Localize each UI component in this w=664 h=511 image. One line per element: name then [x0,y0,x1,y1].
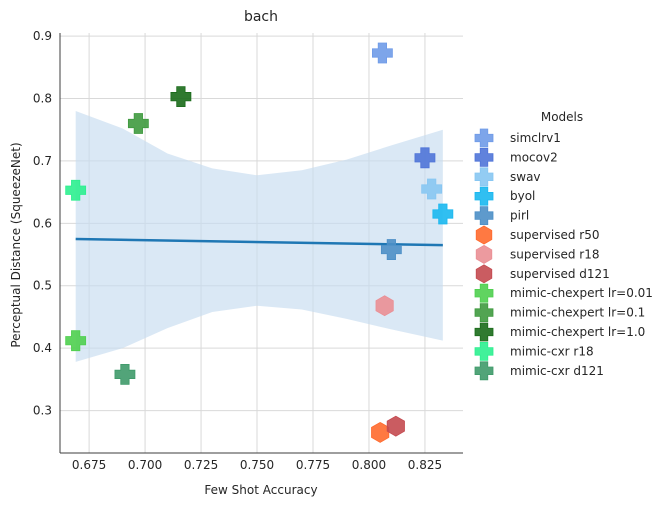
data-point [414,147,436,169]
legend-label: swav [510,170,541,184]
legend-label: supervised r18 [510,247,600,261]
y-axis-label: Perceptual Distance (SqueezeNet) [9,142,23,347]
legend-item: swav [474,167,541,187]
y-tick-label: 0.4 [33,341,52,355]
legend-items: simclrv1 mocov2 swav byol pirl supervised r50… [474,128,653,381]
x-tick-label: 0.750 [240,458,274,472]
legend-item: supervised d121 [475,264,610,284]
x-tick-label: 0.800 [352,458,386,472]
y-tick-label: 0.3 [33,404,52,418]
regression-line-group [75,237,443,247]
legend-marker [474,361,494,381]
data-point [114,363,136,385]
legend-item: mimic-cxr r18 [474,341,594,361]
x-tick-label: 0.825 [408,458,442,472]
data-point [386,415,405,437]
legend-label: mimic-cxr r18 [510,344,594,358]
legend-marker [474,322,494,342]
legend-item: pirl [474,206,529,226]
legend-label: byol [510,189,535,203]
legend-label: pirl [510,209,529,223]
legend-item: supervised r18 [475,244,600,264]
legend-label: mimic-cxr d121 [510,364,604,378]
data-points [65,42,454,443]
legend-marker [475,264,493,284]
data-point [432,203,454,225]
legend-item: mimic-cxr d121 [474,361,604,381]
x-tick-label: 0.775 [296,458,330,472]
legend-label: supervised r50 [510,228,600,242]
data-point [127,113,149,134]
data-point [371,42,393,64]
legend-marker [474,206,494,226]
legend-item: mocov2 [474,147,558,167]
legend-marker [474,303,494,323]
x-tick-label: 0.675 [72,458,106,472]
axes [59,33,463,454]
data-point [170,86,192,108]
x-tick-label: 0.725 [184,458,218,472]
legend-marker [474,283,494,303]
regression-line [75,237,443,247]
legend-marker [474,147,494,167]
legend-label: simclrv1 [510,131,561,145]
y-tick-label: 0.8 [33,92,52,106]
data-point [371,421,390,443]
legend-marker [474,128,494,148]
legend-item: byol [474,186,535,206]
legend-label: mimic-chexpert lr=0.01 [510,286,653,300]
chart-title: bach [244,9,278,25]
x-tick-label: 0.700 [128,458,162,472]
legend-marker [475,244,493,264]
data-point [380,239,402,260]
data-point [65,330,87,352]
legend-label: supervised d121 [510,267,610,281]
y-tick-label: 0.7 [33,154,52,168]
legend-label: mocov2 [510,150,558,164]
y-tick-labels: 0.3 0.4 0.5 0.6 0.7 0.8 0.9 [33,29,52,417]
legend-marker [474,186,494,206]
y-tick-label: 0.6 [33,216,52,230]
x-axis-label: Few Shot Accuracy [204,483,317,497]
confidence-band-group [75,111,443,362]
y-tick-label: 0.9 [33,29,52,43]
y-tick-label: 0.5 [33,279,52,293]
x-tick-labels: 0.675 0.700 0.725 0.750 0.775 0.800 0.825 [72,458,442,472]
legend-label: mimic-chexpert lr=1.0 [510,325,645,339]
legend-marker [475,225,493,245]
data-point [421,178,443,200]
confidence-band [75,111,443,362]
legend-item: mimic-chexpert lr=0.1 [474,303,645,323]
legend: Models simclrv1 mocov2 swav byol pirl supervi… [474,110,653,381]
legend-title: Models [541,110,583,124]
legend-item: simclrv1 [474,128,561,148]
legend-item: supervised r50 [475,225,600,245]
data-point [375,295,394,317]
legend-marker [474,341,494,361]
legend-item: mimic-chexpert lr=1.0 [474,322,645,342]
legend-marker [474,167,494,187]
legend-item: mimic-chexpert lr=0.01 [474,283,653,303]
data-point [65,179,87,201]
legend-label: mimic-chexpert lr=0.1 [510,306,645,320]
